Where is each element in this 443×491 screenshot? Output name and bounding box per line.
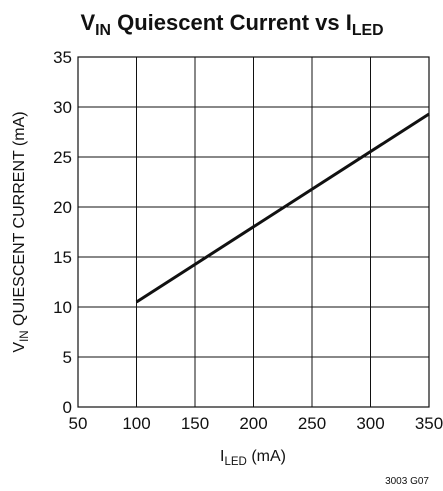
y-tick-label: 10 [53, 298, 72, 317]
plot-frame [77, 56, 430, 408]
x-tick-label: 250 [298, 414, 326, 433]
y-tick-label: 0 [63, 398, 72, 417]
y-tick-label: 15 [53, 248, 72, 267]
y-tick-labels: 0 5 10 15 20 25 30 35 [53, 48, 72, 417]
y-label-post: QUIESCENT CURRENT (mA) [11, 111, 28, 330]
x-label-subscript: LED [224, 456, 246, 468]
series-group [135, 112, 430, 304]
y-tick-label: 35 [53, 48, 72, 67]
series-line [135, 112, 430, 304]
y-axis-label: VIN QUIESCENT CURRENT (mA) [11, 111, 31, 352]
x-tick-label: 100 [122, 414, 150, 433]
title-end-subscript: LED [352, 22, 384, 39]
x-tick-label: 350 [415, 414, 443, 433]
x-tick-label: 200 [239, 414, 267, 433]
y-tick-label: 30 [53, 98, 72, 117]
y-tick-label: 25 [53, 148, 72, 167]
y-tick-label: 5 [63, 348, 72, 367]
x-label-post: (mA) [247, 448, 286, 465]
y-label-pre: V [11, 342, 28, 353]
x-axis-label: ILED (mA) [220, 448, 286, 468]
y-label-subscript: IN [19, 330, 31, 342]
x-label-pre: I [220, 448, 224, 465]
y-tick-label: 20 [53, 198, 72, 217]
grid [78, 57, 429, 407]
title-main: V [80, 10, 95, 35]
x-tick-label: 50 [69, 414, 88, 433]
title-middle: Quiescent Current vs I [111, 10, 352, 35]
title-main-subscript: IN [95, 22, 111, 39]
x-tick-labels: 50 100 150 200 250 300 350 [69, 414, 443, 433]
chart-title: VIN Quiescent Current vs ILED [80, 10, 383, 39]
figure-id: 3003 G07 [385, 476, 429, 487]
x-tick-label: 300 [356, 414, 384, 433]
x-tick-label: 150 [181, 414, 209, 433]
